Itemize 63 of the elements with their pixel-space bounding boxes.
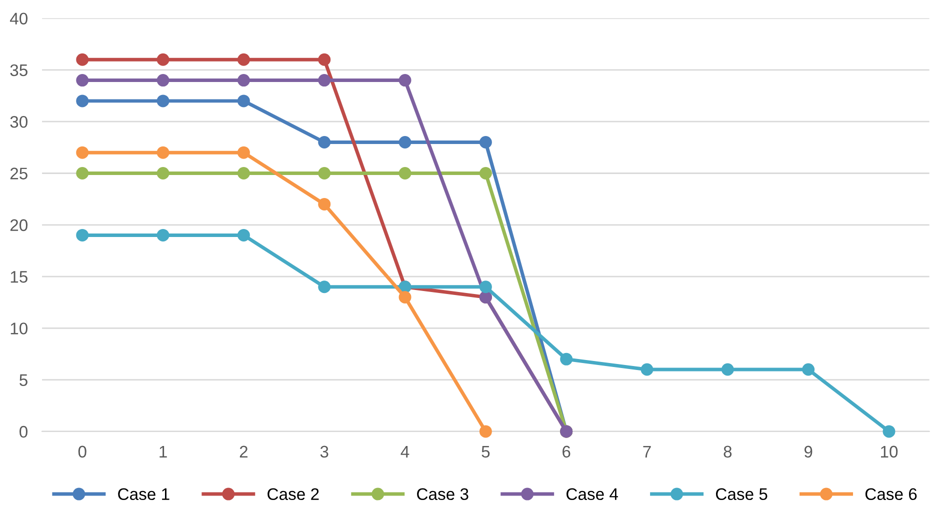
point (479, 166, 492, 180)
point (76, 74, 89, 87)
point (882, 425, 896, 438)
point (318, 53, 331, 66)
point (721, 363, 734, 376)
point (76, 53, 89, 66)
legend-label: Case 1 (118, 488, 170, 500)
legend-label: Case 4 (566, 488, 618, 500)
point (479, 136, 492, 149)
y-tick-label: 40 (10, 12, 28, 25)
legend-label: Case 5 (716, 488, 768, 500)
point (76, 228, 89, 242)
x-tick-label: 10 (881, 446, 898, 458)
point (156, 53, 170, 66)
x-tick-label: 1 (160, 446, 167, 458)
y-tick-label: 20 (10, 219, 28, 232)
point (237, 166, 250, 180)
x-tick-label: 4 (400, 446, 410, 458)
point (318, 166, 331, 180)
point (237, 94, 250, 108)
point (802, 363, 815, 376)
y-tick-label: 15 (10, 271, 28, 283)
point (398, 166, 412, 180)
point (76, 94, 89, 108)
point (560, 352, 573, 366)
point (398, 136, 412, 149)
x-tick-label: 5 (482, 446, 490, 458)
point (479, 280, 492, 294)
point (398, 74, 412, 87)
point (479, 425, 492, 438)
y-tick-label: 0 (20, 426, 28, 438)
legend-label: Case 3 (417, 488, 468, 500)
y-tick-label: 10 (10, 322, 28, 334)
point (398, 290, 412, 304)
point (76, 146, 89, 159)
y-tick-label: 5 (20, 374, 28, 386)
point (156, 228, 170, 242)
legend-label: Case 2 (268, 488, 319, 500)
point (237, 74, 250, 87)
point (156, 74, 170, 87)
point (76, 166, 89, 180)
point (318, 280, 331, 294)
point (156, 166, 170, 180)
x-tick-label: 3 (320, 446, 328, 458)
point (237, 228, 250, 242)
x-tick-label: 6 (562, 446, 570, 458)
y-tick-label: 35 (10, 64, 28, 76)
x-tick-label: 7 (643, 446, 651, 458)
x-tick-label: 0 (78, 446, 86, 458)
x-tick-label: 8 (724, 446, 732, 458)
x-tick-label: 2 (240, 446, 248, 458)
y-tick-label: 30 (10, 116, 28, 128)
point (156, 146, 170, 159)
legend-label: Case 6 (865, 488, 917, 500)
point (318, 136, 331, 149)
point (318, 198, 331, 210)
point (318, 74, 331, 87)
x-tick-label: 9 (804, 446, 812, 458)
point (640, 363, 654, 376)
point (237, 146, 250, 159)
point (237, 53, 250, 66)
y-tick-label: 25 (10, 168, 28, 180)
point (156, 94, 170, 108)
